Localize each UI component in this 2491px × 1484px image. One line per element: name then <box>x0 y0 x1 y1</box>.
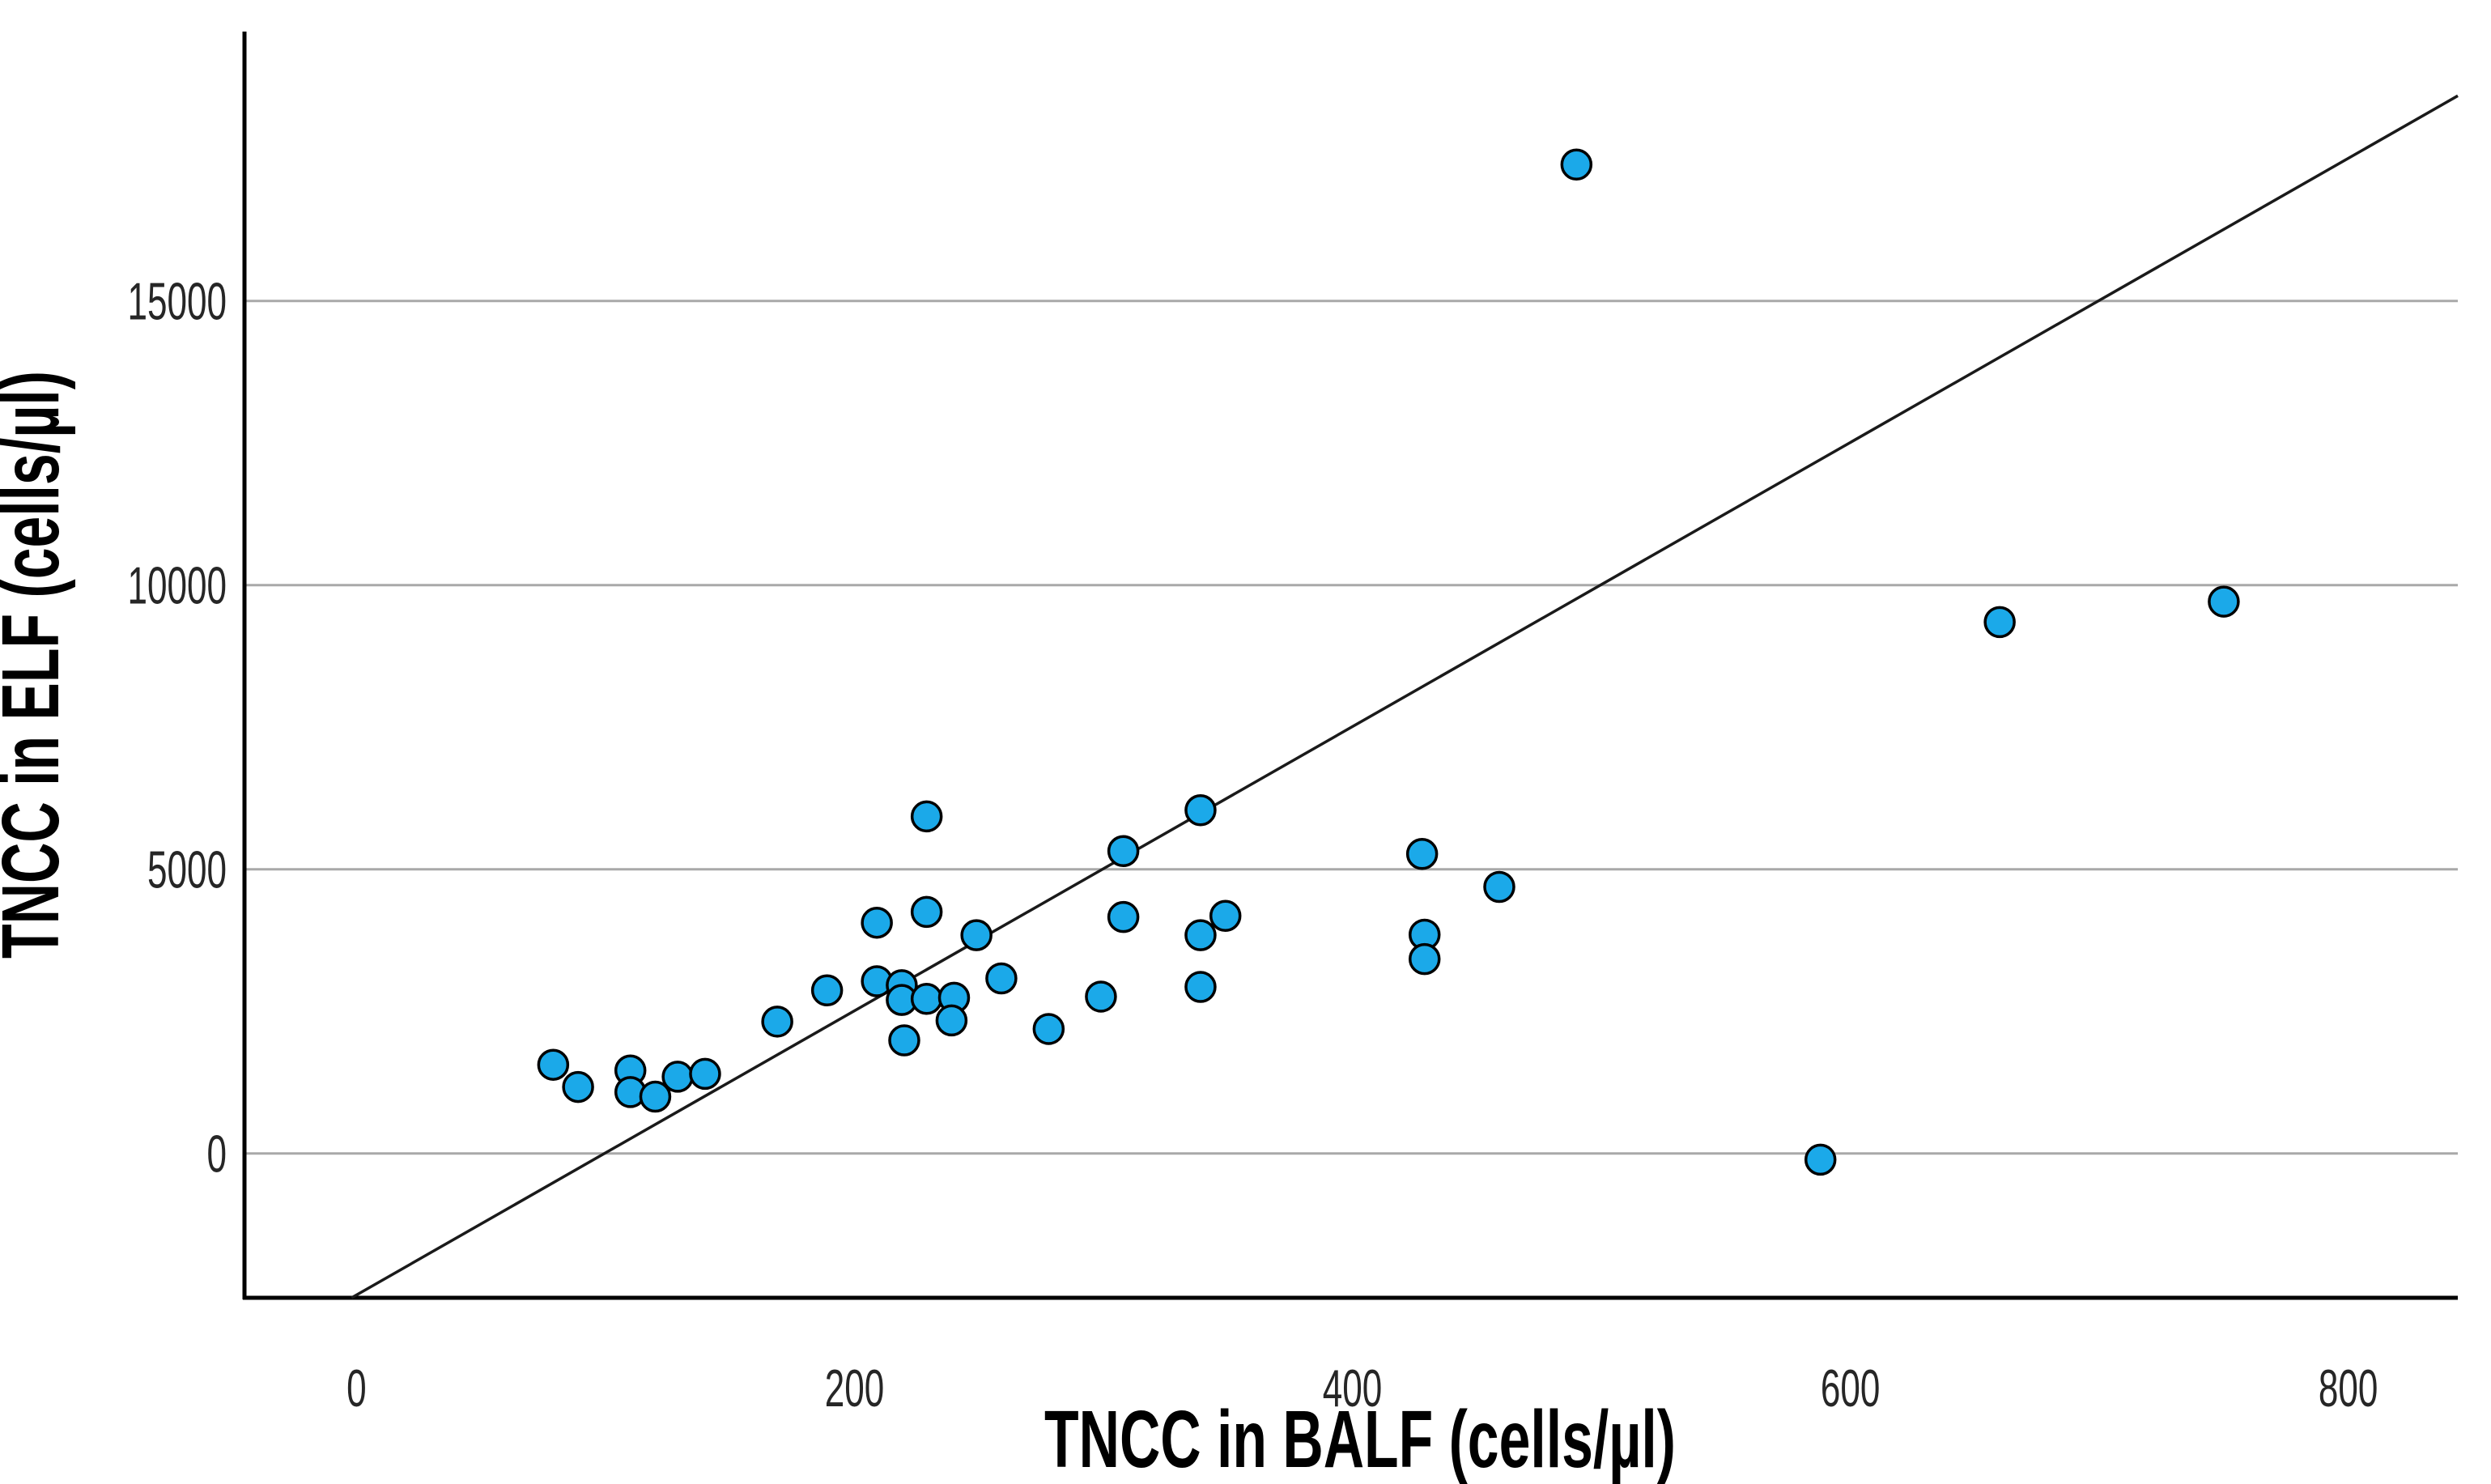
x-tick-label-600: 600 <box>1821 1359 1881 1418</box>
x-tick-label-400: 400 <box>1323 1359 1383 1418</box>
data-point <box>1804 1143 1837 1176</box>
data-point <box>1408 942 1441 976</box>
data-point <box>910 983 943 1015</box>
fit-line <box>351 94 2459 1299</box>
data-point <box>888 1024 920 1057</box>
data-point <box>935 1004 968 1037</box>
data-point <box>1184 919 1217 951</box>
y-tick-label-0: 0 <box>207 1125 227 1184</box>
data-point <box>2208 585 2240 618</box>
data-point <box>861 906 893 939</box>
data-point <box>1085 980 1117 1013</box>
data-point <box>562 1070 594 1103</box>
data-point <box>1560 148 1593 181</box>
data-point <box>639 1080 672 1113</box>
data-point <box>537 1048 570 1081</box>
data-point <box>810 974 844 1006</box>
data-point <box>910 800 943 833</box>
x-axis-title: TNCC in BALF (cells/µl) <box>1044 1394 1676 1484</box>
data-points-group <box>537 148 2240 1176</box>
data-point <box>910 895 943 929</box>
axes <box>242 32 2458 1300</box>
data-point <box>1209 899 1242 933</box>
data-point <box>1983 606 2016 639</box>
data-point <box>689 1057 721 1091</box>
x-tick-label-200: 200 <box>825 1359 885 1418</box>
data-point <box>1107 835 1140 867</box>
data-point <box>661 1061 694 1093</box>
y-tick-label-15000: 15000 <box>128 272 227 331</box>
data-point <box>1184 793 1217 827</box>
x-axis-tick-labels: 0 200 400 600 800 <box>346 1359 2378 1418</box>
data-point <box>1405 838 1439 870</box>
fit-line-group <box>351 94 2459 1299</box>
data-point <box>1107 900 1140 933</box>
data-point <box>960 919 993 951</box>
x-tick-label-800: 800 <box>2319 1359 2378 1418</box>
y-tick-label-5000: 5000 <box>147 840 227 899</box>
y-axis-title: TNCC in ELF (cells/µl) <box>0 371 76 959</box>
data-point <box>1032 1013 1065 1045</box>
data-point <box>761 1006 793 1038</box>
y-tick-label-10000: 10000 <box>128 556 227 615</box>
data-point <box>1184 971 1217 1003</box>
x-tick-label-0: 0 <box>346 1359 367 1418</box>
data-point <box>985 962 1018 995</box>
y-axis-tick-labels: 0 5000 10000 15000 <box>128 272 227 1184</box>
horizontal-gridlines <box>244 300 2458 1155</box>
data-point <box>1483 870 1515 904</box>
